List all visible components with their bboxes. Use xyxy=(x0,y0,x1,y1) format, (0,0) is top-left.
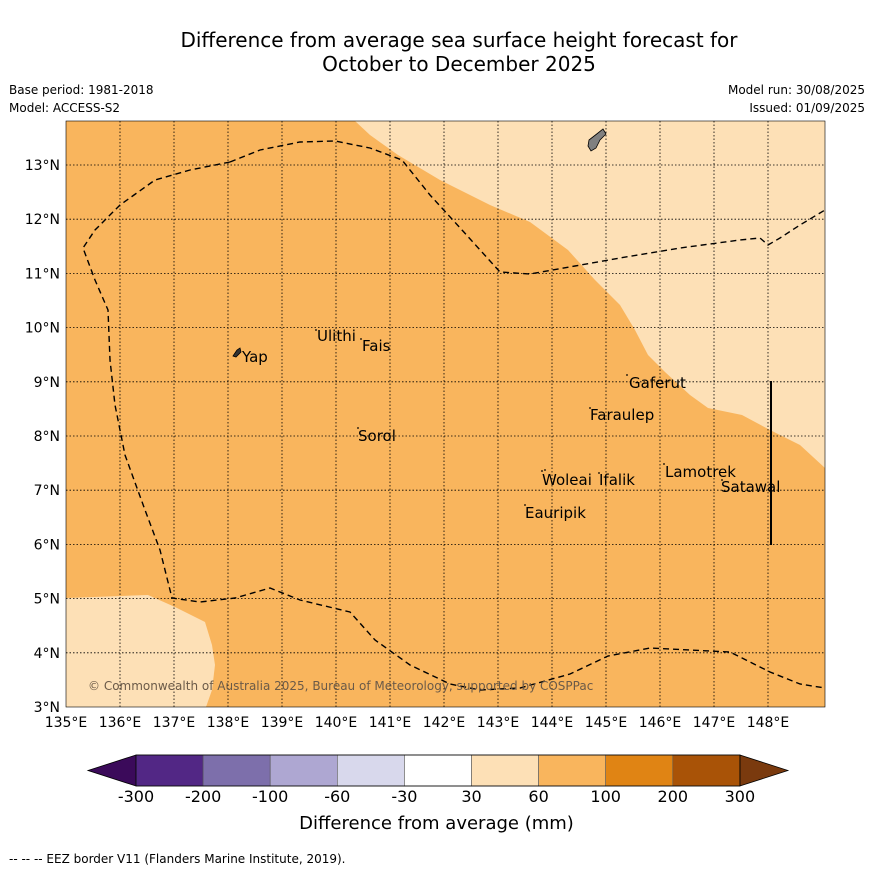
place-label-yap: Yap xyxy=(241,348,268,366)
atoll-dot xyxy=(589,407,591,409)
colorbar-tick-label: -60 xyxy=(324,787,351,806)
colorbar-tick-label: -300 xyxy=(117,787,155,806)
latitude-tick-label: 10°N xyxy=(25,321,60,337)
longitude-tick-label: 140°E xyxy=(315,715,358,731)
eez-footnote: -- -- -- EEZ border V11 (Flanders Marine… xyxy=(9,852,346,866)
place-label-ifalik: Ifalik xyxy=(599,471,635,489)
title-line-2: October to December 2025 xyxy=(322,52,596,76)
colorbar-segment xyxy=(336,754,405,787)
colorbar-segment xyxy=(605,754,674,787)
atoll-dot xyxy=(360,338,362,340)
meta-right: Model run: 30/08/2025 Issued: 01/09/2025 xyxy=(728,81,865,117)
longitude-tick-label: 144°E xyxy=(531,715,574,731)
place-label-lamotrek: Lamotrek xyxy=(665,463,736,481)
model-run: Model run: 30/08/2025 xyxy=(727,83,865,97)
latitude-tick-labels: 13°N 12°N 11°N 10°N 9°N 8°N 7°N 6°N 5°N 4°N 3°N xyxy=(25,158,60,716)
atoll-dot xyxy=(524,504,526,506)
longitude-tick-label: 139°E xyxy=(261,715,304,731)
title-line-1: Difference from average sea surface heig… xyxy=(180,28,738,52)
latitude-tick-label: 3°N xyxy=(34,700,60,716)
colorbar-tick-label: 60 xyxy=(528,787,549,806)
colorbar-segment xyxy=(471,754,539,787)
colorbar xyxy=(86,754,790,787)
colorbar-segment xyxy=(269,754,338,787)
base-period: Base period: 1981-2018 xyxy=(9,83,154,97)
meta-left: Base period: 1981-2018 Model: ACCESS-S2 xyxy=(9,81,154,117)
latitude-tick-label: 13°N xyxy=(25,158,60,174)
atoll-dot xyxy=(663,463,665,465)
map-title: Difference from average sea surface heig… xyxy=(0,28,873,76)
place-label-woleai: Woleai xyxy=(542,471,592,489)
copyright-text: © Commonwealth of Australia 2025, Bureau… xyxy=(88,679,593,693)
place-label-eauripik: Eauripik xyxy=(525,504,586,522)
atoll-markers xyxy=(315,329,723,506)
latitude-tick-label: 9°N xyxy=(34,375,60,391)
longitude-tick-label: 135°E xyxy=(45,715,88,731)
colorbar-segment xyxy=(538,754,606,787)
place-label-fais: Fais xyxy=(362,337,391,355)
longitude-tick-label: 147°E xyxy=(693,715,736,731)
eez-border xyxy=(82,140,826,691)
colorbar-tick-label: -200 xyxy=(184,787,222,806)
anomaly-band-30-60-southwest xyxy=(66,595,215,707)
eez-border-segment xyxy=(229,140,826,275)
atoll-dot xyxy=(721,479,723,481)
colorbar-extend-high xyxy=(739,754,790,787)
longitude-tick-label: 138°E xyxy=(207,715,250,731)
atoll-dot xyxy=(357,427,359,429)
longitude-tick-label: 142°E xyxy=(423,715,466,731)
longitude-tick-labels: 135°E 136°E 137°E 138°E 139°E 140°E 141°E 142°E… xyxy=(45,715,790,731)
colorbar-segment xyxy=(202,754,271,787)
anomaly-band-30-60-northeast xyxy=(355,121,825,468)
eez-border-segment xyxy=(82,161,826,691)
issued-date: Issued: 01/09/2025 xyxy=(749,101,865,115)
colorbar-segment xyxy=(672,754,741,787)
latitude-tick-label: 11°N xyxy=(25,266,60,282)
longitude-tick-label: 148°E xyxy=(747,715,790,731)
atoll-dot xyxy=(541,470,543,472)
guam-landmass xyxy=(587,128,607,152)
latitude-tick-label: 4°N xyxy=(34,646,60,662)
latitude-tick-label: 7°N xyxy=(34,483,60,499)
atoll-dot xyxy=(626,374,628,376)
colorbar-tick-label: -30 xyxy=(391,787,418,806)
atoll-dot xyxy=(544,469,546,471)
place-label-ulithi: Ulithi xyxy=(317,327,356,345)
place-label-satawal: Satawal xyxy=(721,478,780,496)
place-labels: Yap Ulithi Fais Sorol Gaferut Faraulep W… xyxy=(241,327,780,522)
longitude-tick-label: 146°E xyxy=(639,715,682,731)
colorbar-segment xyxy=(404,754,472,787)
colorbar-tick-label: 200 xyxy=(657,787,689,806)
colorbar-tick-label: 300 xyxy=(724,787,756,806)
model-name: Model: ACCESS-S2 xyxy=(9,101,121,115)
place-label-sorol: Sorol xyxy=(358,427,396,445)
colorbar-segment xyxy=(135,754,204,787)
longitude-tick-label: 141°E xyxy=(369,715,412,731)
colorbar-extend-low xyxy=(86,754,137,787)
longitude-tick-label: 137°E xyxy=(153,715,196,731)
atoll-dot xyxy=(315,329,317,331)
map-frame xyxy=(65,120,826,708)
atoll-dot xyxy=(598,472,600,474)
colorbar-tick-label: 100 xyxy=(590,787,621,806)
yap-landmass xyxy=(232,347,242,358)
longitude-tick-label: 143°E xyxy=(477,715,520,731)
latitude-tick-label: 12°N xyxy=(25,212,60,228)
colorbar-title: Difference from average (mm) xyxy=(299,813,574,834)
colorbar-frame xyxy=(135,754,741,787)
latitude-tick-label: 5°N xyxy=(34,592,60,608)
latitude-tick-label: 6°N xyxy=(34,537,60,553)
place-label-gaferut: Gaferut xyxy=(629,374,686,392)
graticule xyxy=(66,121,825,707)
place-label-faraulep: Faraulep xyxy=(590,406,654,424)
colorbar-tick-label: -100 xyxy=(252,787,289,806)
latitude-tick-label: 8°N xyxy=(34,429,60,445)
longitude-tick-label: 136°E xyxy=(99,715,142,731)
colorbar-tick-label: 30 xyxy=(461,787,482,806)
longitude-tick-label: 145°E xyxy=(585,715,628,731)
